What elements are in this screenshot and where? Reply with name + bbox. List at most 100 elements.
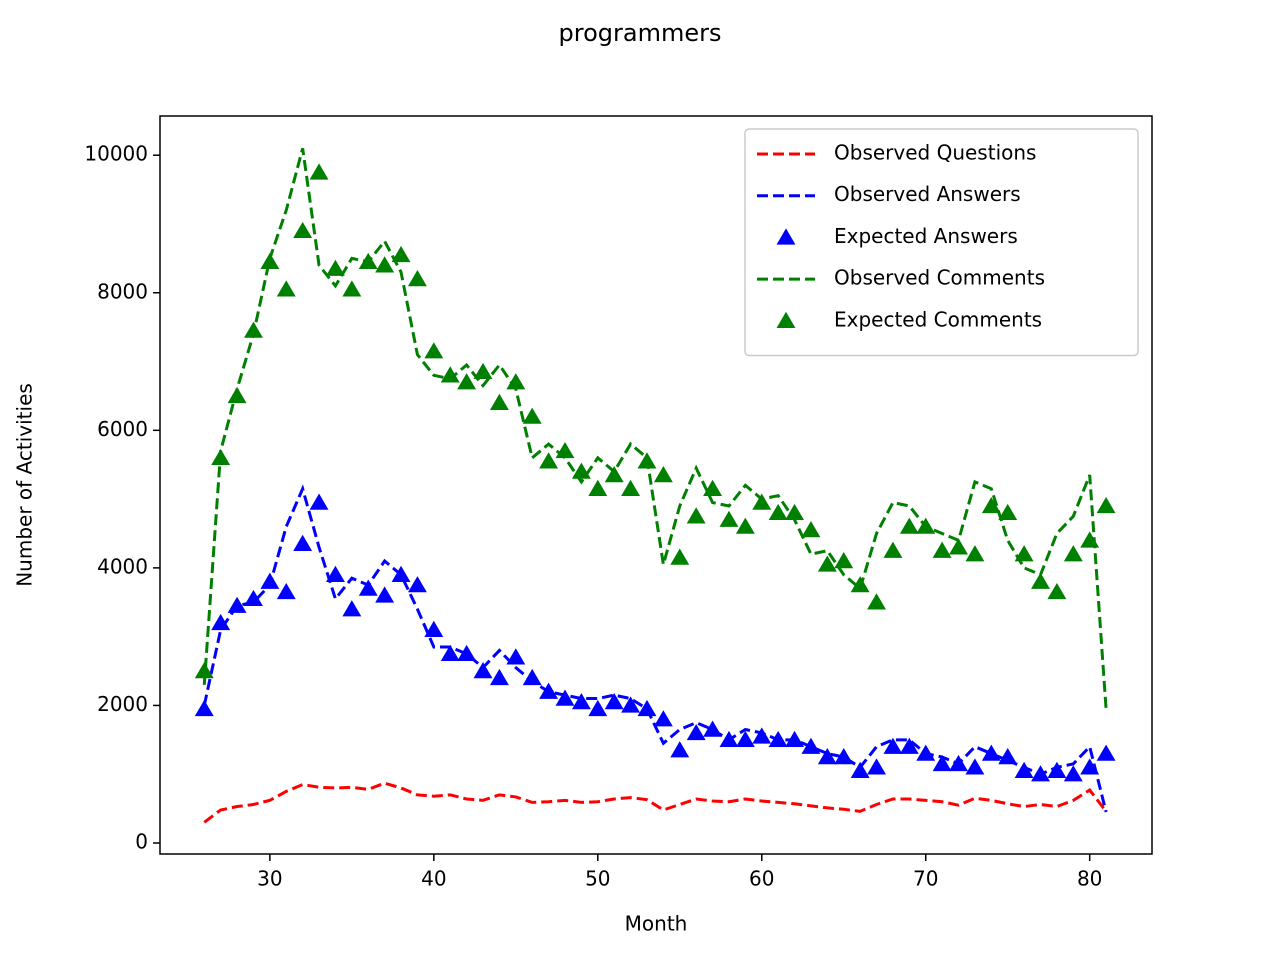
marker — [899, 737, 919, 754]
marker — [375, 256, 395, 273]
marker — [342, 600, 362, 617]
marker — [194, 662, 214, 679]
marker — [571, 692, 591, 710]
marker — [424, 342, 444, 359]
marker — [850, 576, 870, 593]
marker — [883, 541, 903, 558]
marker — [473, 362, 493, 380]
y-tick-label: 10000 — [84, 142, 148, 166]
x-tick-label: 40 — [421, 867, 446, 891]
marker — [375, 586, 395, 603]
marker — [260, 572, 280, 589]
marker — [916, 517, 936, 534]
marker — [293, 534, 313, 552]
marker — [522, 668, 542, 686]
marker — [670, 741, 690, 758]
marker — [932, 754, 952, 772]
y-axis-label: Number of Activities — [13, 383, 37, 587]
marker — [522, 407, 542, 424]
marker — [965, 545, 985, 562]
marker — [244, 589, 263, 607]
marker — [719, 510, 739, 527]
marker — [801, 521, 821, 538]
marker — [637, 452, 657, 469]
marker — [391, 565, 411, 582]
x-tick-label: 30 — [257, 867, 282, 891]
marker — [1014, 545, 1034, 562]
marker — [653, 466, 673, 483]
marker — [817, 555, 837, 572]
marker — [440, 366, 460, 383]
y-tick-label: 8000 — [97, 279, 148, 303]
marker — [325, 565, 345, 582]
marker — [768, 730, 788, 748]
marker — [342, 280, 362, 297]
marker — [506, 648, 526, 665]
marker — [867, 758, 886, 775]
marker — [981, 744, 1001, 761]
legend-label: Observed Comments — [834, 266, 1045, 290]
marker — [1096, 744, 1116, 761]
marker — [621, 696, 641, 713]
marker — [752, 493, 772, 510]
marker — [276, 280, 296, 297]
marker — [801, 737, 821, 754]
marker — [407, 270, 427, 287]
marker — [686, 507, 706, 524]
marker — [539, 682, 559, 699]
marker — [588, 479, 608, 496]
marker — [325, 259, 345, 276]
marker — [998, 503, 1018, 521]
marker — [785, 730, 805, 748]
marker — [817, 748, 837, 765]
marker — [1014, 761, 1034, 778]
x-tick-label: 80 — [1077, 867, 1102, 891]
marker — [555, 689, 575, 706]
marker — [309, 163, 329, 180]
marker — [227, 596, 247, 613]
marker — [637, 699, 657, 717]
legend-label: Expected Comments — [834, 307, 1042, 331]
y-tick-label: 4000 — [97, 554, 148, 578]
marker — [309, 493, 329, 510]
x-tick-label: 60 — [749, 867, 774, 891]
marker — [752, 727, 772, 744]
legend-label: Expected Answers — [834, 224, 1018, 248]
series-line — [203, 781, 1108, 824]
y-tick-label: 6000 — [97, 417, 148, 441]
marker — [211, 448, 231, 466]
marker — [1063, 545, 1083, 562]
y-tick-label: 0 — [135, 829, 148, 853]
marker — [1047, 582, 1067, 600]
marker — [670, 548, 690, 565]
marker — [358, 252, 378, 270]
marker — [883, 737, 903, 754]
legend-label: Observed Questions — [834, 141, 1036, 165]
marker — [686, 723, 706, 741]
marker — [1047, 761, 1067, 778]
marker — [555, 441, 575, 459]
marker — [981, 496, 1001, 514]
marker — [391, 245, 411, 263]
marker — [358, 579, 378, 596]
marker — [1063, 765, 1083, 782]
marker — [604, 692, 624, 710]
marker — [850, 761, 870, 778]
marker — [899, 517, 919, 534]
x-tick-label: 70 — [913, 867, 938, 891]
marker — [457, 373, 477, 390]
marker — [703, 479, 723, 496]
marker — [785, 503, 805, 521]
marker — [735, 730, 755, 748]
marker — [260, 252, 280, 270]
marker — [457, 644, 477, 662]
x-axis-label: Month — [625, 912, 688, 936]
legend-box — [744, 128, 1139, 357]
marker — [703, 720, 723, 737]
marker — [571, 462, 591, 479]
marker — [719, 730, 739, 748]
plot-frame — [159, 115, 1153, 855]
marker — [424, 620, 444, 637]
marker — [965, 758, 985, 775]
